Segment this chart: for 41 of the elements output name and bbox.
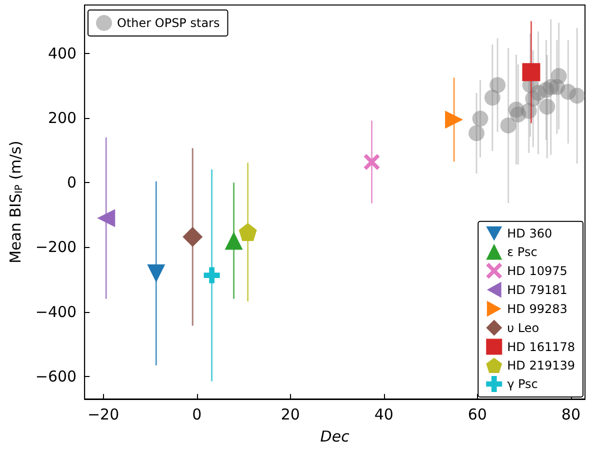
legend-label: γ Psc [507,377,538,391]
point [182,226,203,247]
x-axis-title: Dec [320,428,350,446]
point [147,264,166,282]
point [490,77,506,94]
legend-label: HD 99283 [507,302,568,316]
y-tick-label: 0 [67,174,77,192]
y-tick-label: −600 [35,367,77,386]
point [97,209,116,228]
legend-label: HD 360 [507,226,552,241]
legend-label: HD 10975 [507,264,568,278]
point [468,125,484,142]
x-tick-label: 0 [192,406,202,424]
legend-label: ε Psc [507,244,538,259]
x-tick-label: 40 [374,406,394,424]
point [445,110,464,129]
x-tick-label: 80 [561,406,581,424]
point [569,88,586,104]
point [550,68,567,84]
x-tick-label: 20 [280,406,300,424]
y-tick-label: −400 [35,302,77,321]
legend-label: HD 79181 [507,282,568,297]
point [204,267,220,284]
x-tick-label: 60 [468,406,487,424]
point [522,63,540,82]
point [500,117,516,134]
point [472,110,488,127]
y-tick-label: 200 [48,109,77,128]
y-tick-label: 400 [48,44,77,62]
point [539,98,556,115]
point [364,154,380,170]
legend-label: HD 219139 [507,358,576,372]
point [484,90,500,106]
y-axis-title: Mean BISIP (m/s) [6,140,25,264]
y-tick-label: −200 [35,238,77,256]
x-tick-label: −20 [87,406,120,424]
legend-label: υ Leo [507,320,540,335]
point [238,223,257,242]
legend-label: HD 161178 [507,340,576,354]
point [224,232,243,250]
legend-label: Other OPSP stars [117,16,220,30]
